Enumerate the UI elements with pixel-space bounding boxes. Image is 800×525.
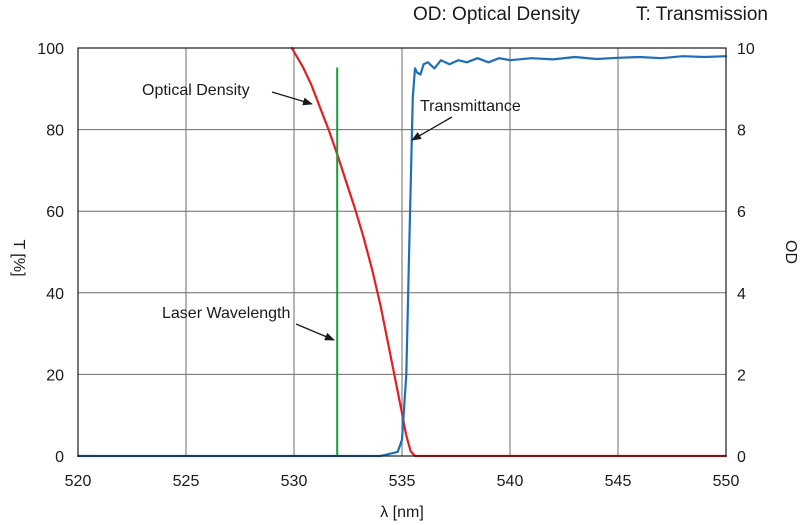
y-right-tick-label: 2 — [737, 367, 746, 384]
x-tick-label: 520 — [65, 473, 92, 490]
t-legend-note: T: Transmission — [636, 4, 768, 25]
x-tick-label: 525 — [173, 473, 200, 490]
annotation-arrow-transmittance — [411, 116, 453, 141]
x-tick-label: 530 — [281, 473, 308, 490]
series-optical-density — [290, 46, 728, 458]
annotation-arrow-laser-wavelength — [295, 323, 335, 341]
series-transmittance — [76, 55, 728, 458]
y-right-tick-label: 8 — [737, 123, 746, 140]
x-axis-label: λ [nm] — [380, 504, 424, 521]
grid-lines — [78, 48, 726, 456]
y-left-tick-label: 40 — [46, 286, 64, 303]
y-left-tick-label: 0 — [55, 449, 64, 466]
plot-frame — [77, 47, 727, 457]
annotation-transmittance: Transmittance — [420, 98, 521, 115]
annotation-arrow-optical-density — [271, 91, 313, 106]
y-right-tick-label: 0 — [737, 449, 746, 466]
x-tick-label: 540 — [497, 473, 524, 490]
x-tick-label: 535 — [389, 473, 416, 490]
y-left-tick-label: 60 — [46, 204, 64, 221]
y-left-axis-label: T [%] — [10, 239, 27, 276]
x-tick-label: 550 — [713, 473, 740, 490]
annotation-laser-wavelength: Laser Wavelength — [162, 305, 290, 322]
y-right-tick-label: 4 — [737, 286, 746, 303]
y-right-axis-label: OD — [782, 240, 799, 264]
tick-labels: 520 525 530 535 540 545 550 0 20 40 60 80 100 0 2 4 6 8 10 — [37, 41, 755, 490]
y-right-tick-label: 10 — [737, 41, 755, 58]
x-tick-label: 545 — [605, 473, 632, 490]
y-left-tick-label: 80 — [46, 123, 64, 140]
series-group — [76, 46, 728, 458]
y-left-tick-label: 100 — [37, 41, 64, 58]
y-left-tick-label: 20 — [46, 367, 64, 384]
od-legend-note: OD: Optical Density — [413, 4, 580, 25]
annotation-optical-density: Optical Density — [142, 82, 250, 99]
y-right-tick-label: 6 — [737, 204, 746, 221]
